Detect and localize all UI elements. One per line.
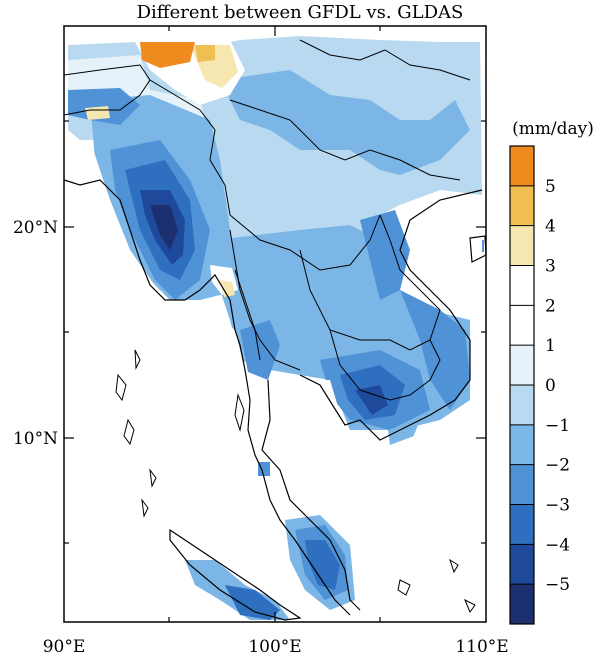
colorbar-segment: [510, 345, 534, 385]
field-peninsula-spot: [258, 462, 270, 476]
sea-bay-of-bengal: [64, 140, 165, 300]
colorbar-label: −3: [545, 496, 570, 516]
colorbar-label: 4: [545, 217, 556, 237]
field-yunnan-gold: [195, 45, 215, 62]
sea-andaman: [64, 300, 255, 560]
colorbar-segment: [510, 464, 534, 505]
colorbar-segment: [510, 584, 534, 624]
colorbar-label: 0: [545, 376, 556, 396]
field-thai-tan: [220, 280, 235, 297]
colorbar-segment: [510, 185, 534, 226]
lon-label-90e: 90°E: [43, 637, 86, 657]
colorbar-segment: [510, 544, 534, 585]
field-myanmar-core: [150, 205, 178, 250]
colorbar-label: −1: [545, 416, 570, 436]
colorbar-label: 3: [545, 257, 556, 277]
coastlines: [63, 179, 487, 621]
lon-label-100e: 100°E: [248, 637, 301, 657]
colorbar-label: 5: [545, 177, 556, 197]
colorbar-segment: [510, 265, 534, 306]
field-cambodia-darkest: [355, 385, 388, 415]
lat-label-20n: 20°N: [13, 218, 58, 238]
field-yunnan-orange: [140, 42, 195, 68]
colorbar-label: −5: [545, 575, 570, 595]
sea-gulf-thailand: [268, 380, 345, 470]
sea-south-china: [300, 195, 482, 622]
colorbar-label: −2: [545, 456, 570, 476]
lat-ticks: [64, 120, 486, 544]
colorbar-segment: [510, 385, 534, 425]
colorbar-label: 1: [545, 336, 556, 356]
lon-ticks: [168, 26, 381, 622]
colorbar-segment: [510, 504, 534, 545]
field-thailand-dark: [240, 320, 280, 380]
colorbar-label: −4: [545, 535, 570, 555]
lon-label-110e: 110°E: [455, 637, 508, 657]
colorbar-segment: [510, 146, 534, 186]
colorbar-segment: [510, 305, 534, 346]
country-borders: [63, 39, 471, 401]
field-malaysia-darker: [305, 540, 340, 590]
sea-tonkin: [420, 200, 470, 270]
map-title: Different between GFDL vs. GLDAS: [136, 2, 464, 23]
colorbar-label: 2: [545, 296, 556, 316]
colorbar-segment: [510, 424, 534, 465]
colorbar: 5 4 3 2 1 0 −1 −2 −3 −4 −5: [509, 145, 570, 625]
difference-field: [64, 36, 484, 622]
lat-label-10n: 10°N: [13, 429, 58, 449]
islands: [115, 349, 476, 614]
field-sumatra-dark: [225, 585, 280, 620]
field-north-mid: [220, 70, 470, 175]
colorbar-unit: (mm/day): [512, 119, 594, 139]
colorbar-segment: [510, 225, 534, 266]
